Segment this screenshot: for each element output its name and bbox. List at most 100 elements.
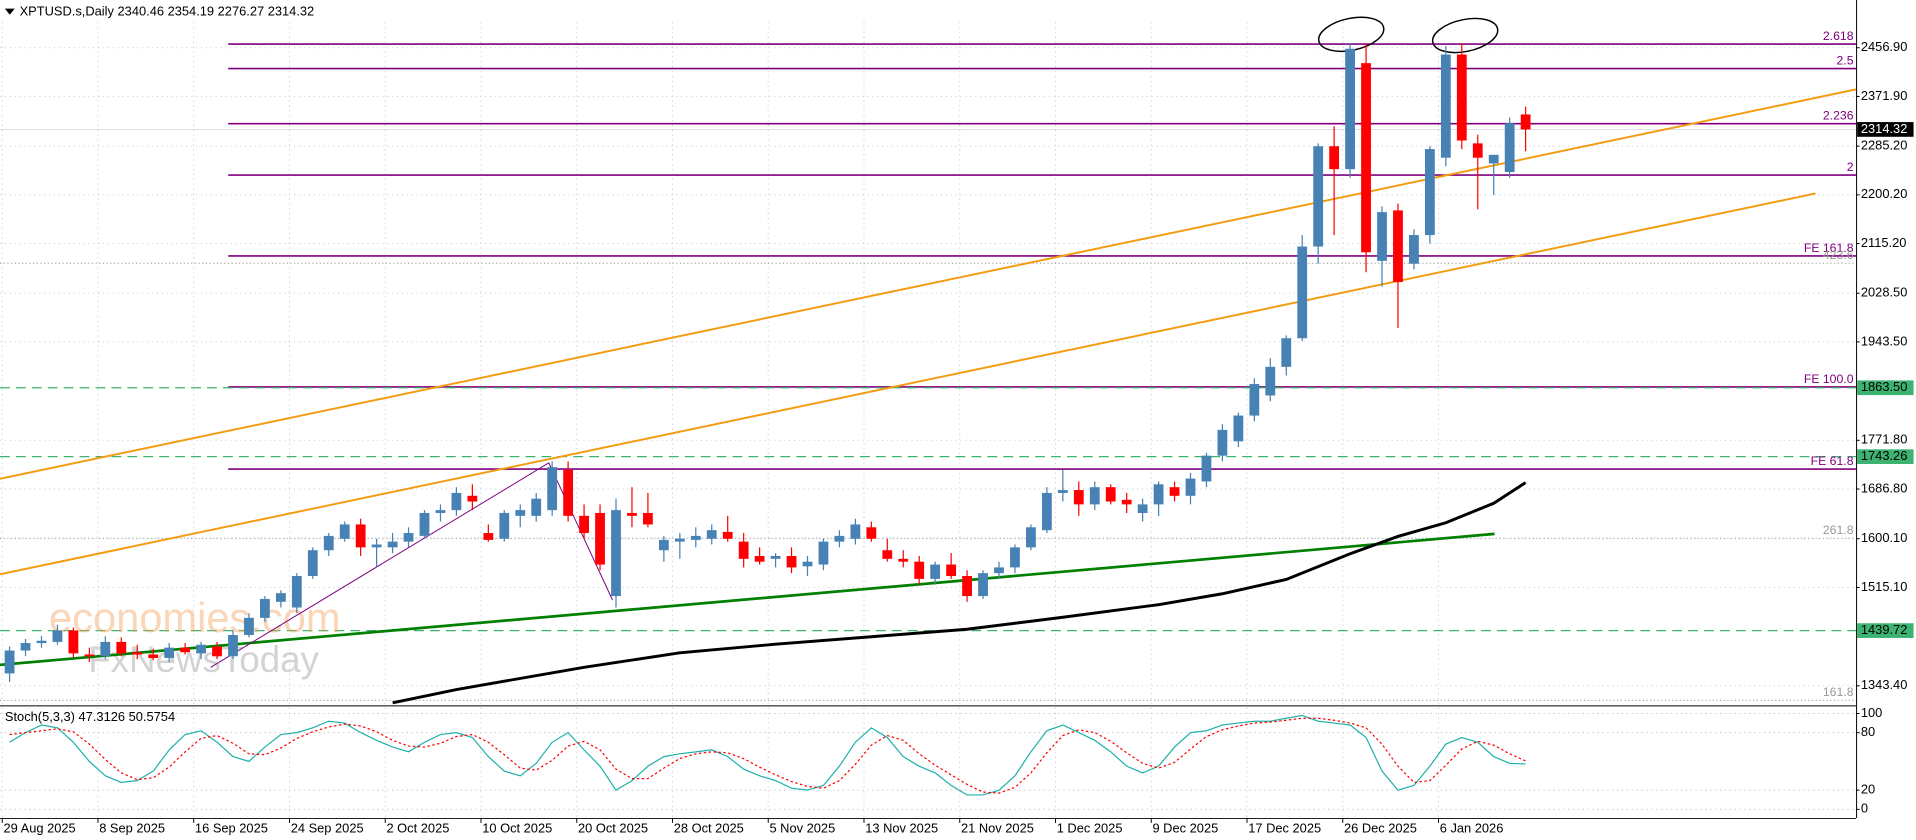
price-tag	[1857, 623, 1914, 638]
candle-body	[196, 644, 206, 654]
candle-body	[1361, 63, 1371, 253]
x-tick-label: 16 Sep 2025	[195, 820, 268, 835]
candle-body	[786, 555, 797, 568]
y-tick-label: 100	[1861, 705, 1882, 720]
y-tick-label: 80	[1861, 724, 1875, 739]
candle-body	[36, 640, 47, 644]
candle-body	[1520, 114, 1531, 130]
candle-body	[898, 558, 909, 562]
candle-body	[1201, 455, 1212, 482]
x-tick-label: 2 Oct 2025	[386, 820, 449, 835]
candle-body	[451, 492, 462, 511]
candle-body	[1153, 484, 1164, 505]
candle-body	[1393, 210, 1403, 283]
candle-body	[68, 630, 79, 654]
price-tag-label: 2314.32	[1861, 121, 1907, 136]
candle-body	[1010, 547, 1020, 568]
price-tag	[1857, 380, 1914, 396]
candle-body	[962, 576, 972, 597]
price-tag-label: 1743.26	[1861, 448, 1907, 463]
candle-body	[1472, 143, 1483, 158]
frame: XPTUSD.s,Daily 2340.46 2354.19 2276.27 2…	[0, 0, 1858, 820]
candle-body	[84, 654, 95, 657]
candle-body	[834, 535, 845, 542]
candle-body	[674, 538, 685, 542]
candle-body	[180, 647, 191, 653]
marks: 29 Aug 2025 8 Sep 2025 16 Sep 2025 24 Sep 2…	[1, 29, 1914, 835]
candle-body	[212, 646, 222, 657]
candle-body	[435, 510, 446, 513]
x-tick-label: 28 Oct 2025	[674, 820, 744, 835]
y-tick-label: 0	[1861, 801, 1868, 816]
candle-body	[4, 650, 15, 674]
candle-body	[1345, 48, 1355, 170]
y-tick-label: 2028.50	[1861, 285, 1907, 300]
y-tick-label: 1686.80	[1861, 480, 1907, 495]
candle-body	[738, 541, 749, 559]
candle-body	[1185, 478, 1196, 496]
candle-body	[882, 550, 893, 559]
level-label: 261.8	[1823, 523, 1854, 537]
candle-body	[515, 510, 526, 516]
candle-body	[1313, 146, 1324, 247]
candle-body	[1105, 487, 1116, 502]
candle-body	[1169, 487, 1180, 496]
x-tick-label: 20 Oct 2025	[578, 820, 648, 835]
price-tag-label: 1439.72	[1861, 622, 1907, 637]
stoch-line	[9, 717, 1526, 794]
candle-body	[116, 641, 127, 654]
y-tick-label: 1771.80	[1861, 432, 1907, 447]
candle-body	[643, 512, 653, 525]
x-tick-label: 5 Nov 2025	[769, 820, 835, 835]
candle-body	[802, 561, 813, 567]
level-label: 2.5	[1837, 53, 1854, 67]
candle-body	[483, 533, 494, 540]
menu-icon[interactable]	[4, 8, 15, 15]
y-tick-label: 2285.20	[1861, 138, 1907, 153]
level-label: 2.618	[1823, 29, 1854, 43]
x-tick-label: 1 Dec 2025	[1057, 820, 1123, 835]
moving-average	[392, 481, 1527, 705]
candle-body	[563, 469, 574, 516]
candle-body	[1504, 123, 1515, 173]
level-label: 2.236	[1823, 109, 1854, 123]
y-tick-label: 2200.20	[1861, 186, 1907, 201]
candle-body	[1488, 154, 1499, 164]
candle-body	[978, 573, 988, 597]
candle-body	[627, 512, 637, 516]
candle-body	[1249, 384, 1260, 416]
x-tick-label: 10 Oct 2025	[482, 820, 552, 835]
level-label: FE 61.8	[1811, 454, 1854, 468]
candle-body	[1057, 490, 1068, 493]
candle-body	[228, 635, 238, 657]
candle-body	[323, 535, 334, 551]
candle-body	[100, 641, 111, 657]
y-tick-label: 2456.90	[1861, 39, 1907, 54]
candle-body	[946, 564, 957, 577]
candle-body	[1265, 366, 1276, 396]
candle-body	[547, 467, 558, 511]
candle-body	[914, 561, 925, 579]
level-label: FE 161.8	[1804, 241, 1854, 255]
candle-body	[1329, 146, 1340, 170]
price-tag-label: 1863.50	[1861, 379, 1907, 394]
candle-body	[611, 510, 621, 597]
candle-body	[403, 533, 414, 542]
grid	[0, 22, 1856, 818]
level-label: 423.6	[1823, 248, 1854, 262]
x-tick-label: 24 Sep 2025	[291, 820, 364, 835]
candle-body	[850, 524, 861, 539]
candle-body	[658, 539, 669, 551]
candle-body	[1297, 246, 1308, 339]
candle-body	[244, 617, 254, 636]
level-label: 2	[1847, 160, 1854, 174]
x-tick-label: 9 Dec 2025	[1152, 820, 1218, 835]
candle-body	[52, 630, 63, 642]
level-label: 161.8	[1823, 685, 1854, 699]
channel-line	[0, 192, 1816, 576]
candle-body	[1233, 415, 1244, 442]
candle-body	[1377, 212, 1387, 261]
